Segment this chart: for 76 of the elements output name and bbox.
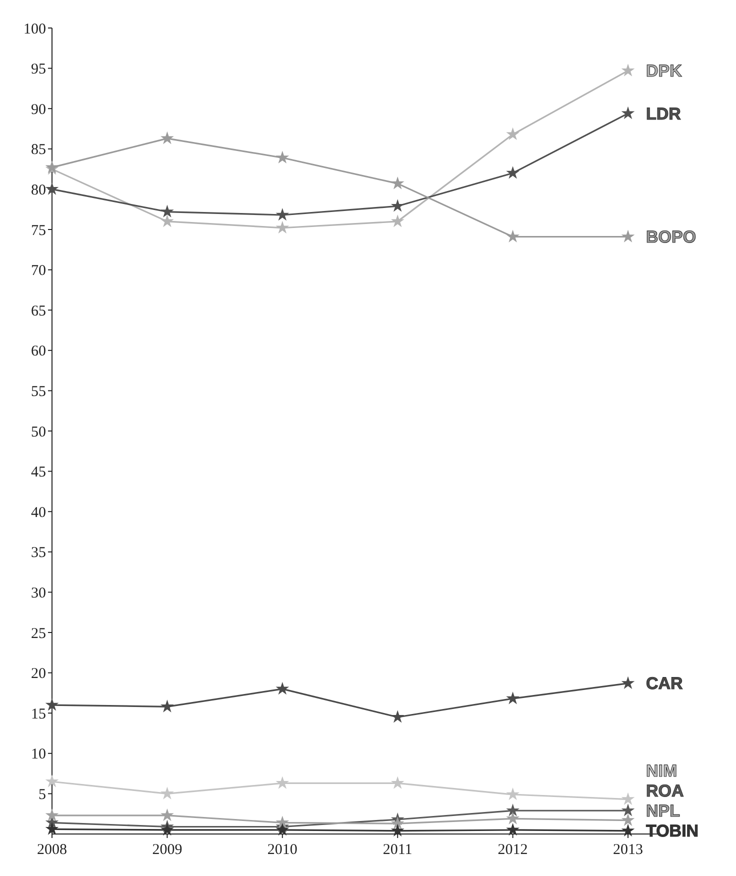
y-tick-label: 55	[31, 384, 46, 400]
series-label: CAR	[646, 674, 683, 694]
x-tick-label: 2008	[37, 842, 67, 858]
point	[160, 214, 174, 228]
x-tick-label: 2009	[152, 842, 182, 858]
point	[390, 824, 404, 836]
point	[160, 822, 174, 836]
series-label: NIM	[646, 762, 678, 781]
y-tick-label: 50	[31, 424, 46, 440]
y-tick-label: 70	[31, 263, 46, 280]
point	[621, 676, 635, 689]
point	[390, 199, 404, 212]
point	[506, 822, 520, 836]
point	[506, 127, 520, 140]
point	[160, 786, 174, 800]
y-tick-label: 5	[38, 786, 46, 803]
point	[45, 808, 59, 822]
point	[621, 813, 635, 826]
point	[390, 816, 404, 830]
point	[390, 176, 404, 190]
y-tick-label: 10	[31, 746, 46, 763]
series-label: NPL	[646, 802, 680, 821]
series-label: ROA	[646, 782, 684, 801]
y-tick-label: 85	[31, 142, 46, 158]
y-tick-label: 65	[31, 303, 46, 320]
point	[506, 230, 520, 242]
y-tick-label: 75	[31, 222, 46, 239]
series-label: LDR	[646, 104, 681, 124]
point	[506, 692, 520, 704]
point	[621, 824, 635, 836]
point	[45, 774, 59, 788]
point	[160, 204, 174, 218]
point	[160, 808, 174, 822]
point	[276, 150, 290, 164]
y-tick-label: 30	[31, 585, 46, 602]
y-tick-label: 25	[31, 626, 46, 642]
y-tick-label: 90	[31, 102, 46, 118]
y-tick-label: 100	[24, 21, 46, 38]
point	[276, 220, 290, 234]
point	[621, 230, 635, 242]
point	[276, 682, 290, 695]
point	[506, 812, 520, 824]
point	[276, 816, 290, 828]
point	[621, 792, 635, 806]
series-label: TOBIN	[646, 822, 699, 841]
y-tick-label: 60	[31, 344, 46, 360]
point	[276, 822, 290, 836]
series-label: DPK	[646, 62, 683, 81]
x-tick-label: 2011	[382, 842, 412, 858]
x-tick-label: 2010	[267, 842, 298, 858]
y-tick-label: 80	[31, 182, 46, 198]
point	[390, 214, 404, 228]
x-tick-label: 2012	[498, 842, 528, 858]
point	[160, 700, 174, 712]
point	[276, 208, 290, 221]
point	[506, 166, 520, 179]
x-tick-label: 2013	[613, 842, 643, 858]
point	[45, 822, 59, 835]
point	[506, 804, 520, 816]
y-tick-label: 40	[31, 504, 46, 521]
point	[621, 804, 635, 816]
point	[621, 64, 635, 76]
point	[390, 776, 404, 789]
point	[160, 131, 174, 144]
point	[506, 788, 520, 800]
point	[390, 710, 404, 723]
point	[45, 698, 59, 711]
y-tick-label: 35	[31, 545, 46, 562]
y-tick-label: 95	[31, 62, 46, 78]
point	[276, 776, 290, 789]
series-label: BOPO	[646, 228, 696, 247]
point	[621, 106, 635, 120]
y-tick-label: 45	[31, 464, 46, 481]
y-tick-label: 15	[31, 706, 46, 722]
y-tick-label: 20	[31, 666, 46, 682]
point	[45, 182, 59, 195]
